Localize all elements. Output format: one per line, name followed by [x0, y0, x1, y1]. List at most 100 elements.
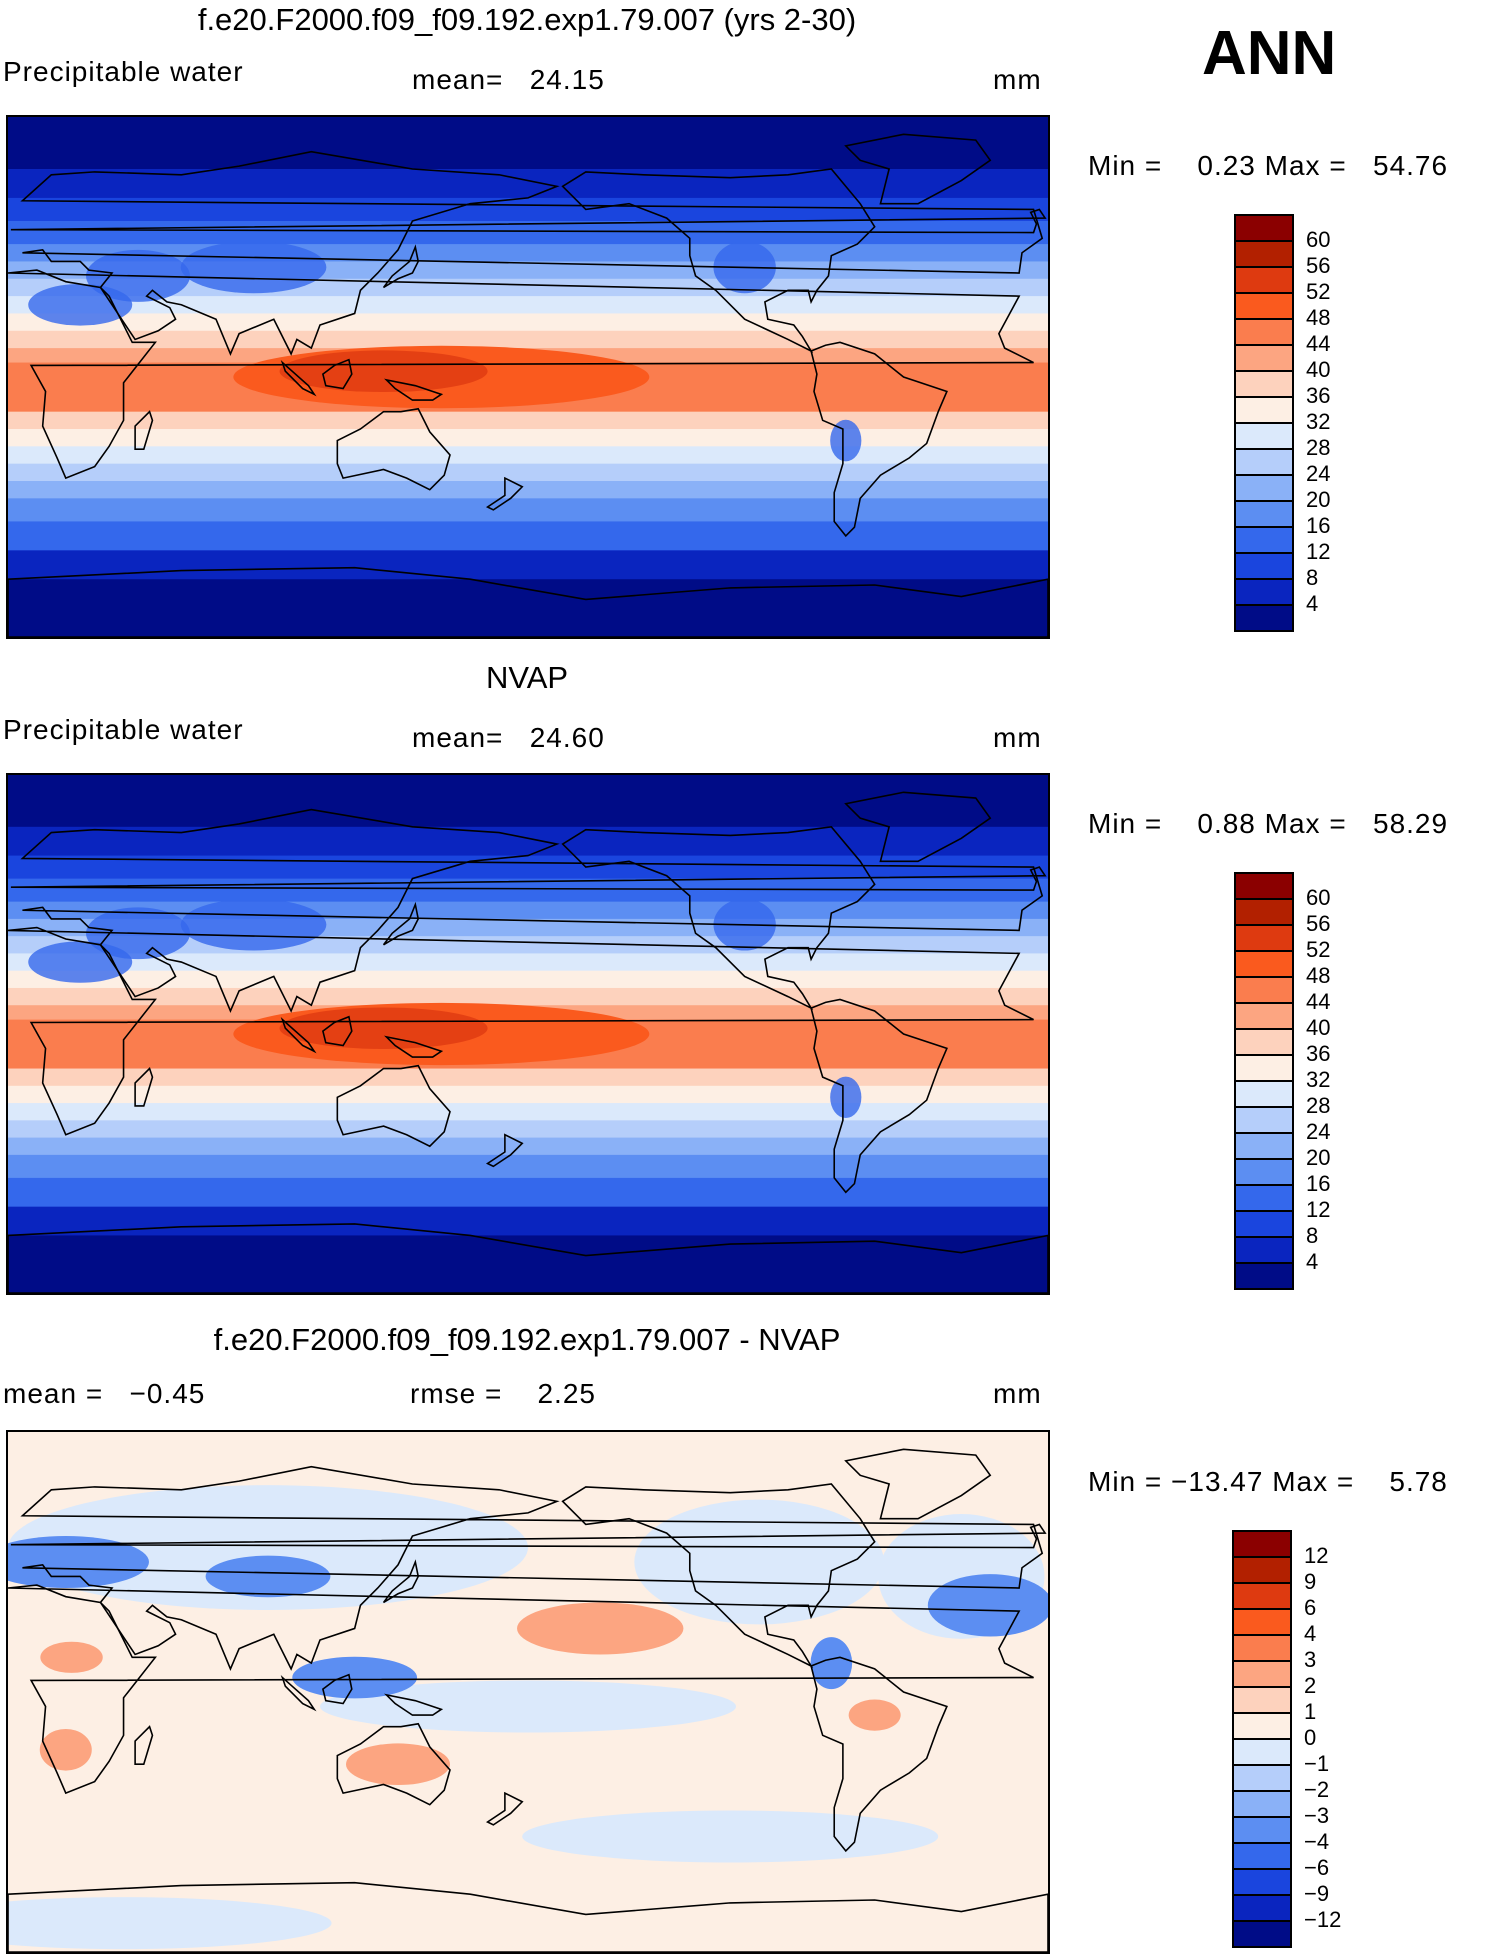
colorbar-box	[1234, 1054, 1294, 1082]
colorbar-level-label: 16	[1306, 513, 1331, 538]
colorbar-box	[1232, 1764, 1292, 1792]
map-canvas	[8, 117, 1048, 637]
colorbar-level-label: 0	[1304, 1725, 1317, 1750]
colorbar-level-label: 36	[1306, 383, 1331, 408]
colorbar-level-label: 12	[1306, 539, 1331, 564]
colorbar-box	[1234, 1132, 1294, 1160]
colorbar-box	[1234, 448, 1294, 476]
season-label: ANN	[1202, 19, 1337, 88]
colorbar-level-label: 32	[1306, 1067, 1331, 1092]
colorbar-level-label: −9	[1304, 1881, 1330, 1906]
colorbar-box	[1234, 898, 1294, 926]
colorbar-box	[1234, 266, 1294, 294]
colorbar-box	[1234, 552, 1294, 580]
colorbar-level-label: −4	[1304, 1829, 1330, 1854]
panel-2-minmax: Min = 0.88 Max = 58.29	[1088, 808, 1449, 839]
panel-1-map	[6, 115, 1050, 639]
colorbar-level-label: 4	[1306, 591, 1319, 616]
colorbar-level-label: 52	[1306, 279, 1331, 304]
colorbar-level-label: 36	[1306, 1041, 1331, 1066]
colorbar-level-label: 4	[1304, 1621, 1317, 1646]
colorbar-level-label: 52	[1306, 937, 1331, 962]
colorbar-level-label: −3	[1304, 1803, 1330, 1828]
map-canvas	[8, 775, 1048, 1293]
colorbar-box	[1234, 214, 1294, 242]
colorbar-level-label: 56	[1306, 253, 1331, 278]
colorbar-box	[1234, 1080, 1294, 1108]
colorbar-box	[1232, 1842, 1292, 1870]
colorbar-level-label: −2	[1304, 1777, 1330, 1802]
colorbar-level-label: 28	[1306, 1093, 1331, 1118]
colorbar-level-label: 48	[1306, 305, 1331, 330]
colorbar-box	[1234, 604, 1294, 632]
colorbar-box	[1234, 1210, 1294, 1238]
panel-1-variable: Precipitable water	[3, 56, 244, 87]
colorbar-level-label: −12	[1304, 1907, 1342, 1932]
colorbar-box	[1234, 924, 1294, 952]
colorbar-level-label: 56	[1306, 911, 1331, 936]
colorbar-level-label: 1	[1304, 1699, 1317, 1724]
panel-1-units: mm	[993, 64, 1042, 95]
panel-2-title: NVAP	[485, 660, 569, 695]
panel-3-map	[6, 1430, 1050, 1954]
colorbar-box	[1234, 422, 1294, 450]
colorbar-box	[1232, 1894, 1292, 1922]
colorbar-box	[1234, 344, 1294, 372]
panel-2-map	[6, 773, 1050, 1295]
colorbar-level-label: 3	[1304, 1647, 1317, 1672]
colorbar-level-label: 2	[1304, 1673, 1317, 1698]
colorbar-box	[1234, 370, 1294, 398]
colorbar-level-label: 20	[1306, 1145, 1331, 1170]
panel-2-variable: Precipitable water	[3, 714, 244, 745]
colorbar-box	[1234, 1236, 1294, 1264]
colorbar-level-label: 44	[1306, 331, 1331, 356]
colorbar-box	[1234, 292, 1294, 320]
colorbar-box	[1232, 1868, 1292, 1896]
panel-2-units: mm	[993, 722, 1042, 753]
colorbar-box	[1232, 1660, 1292, 1688]
colorbar-box	[1234, 578, 1294, 606]
colorbar-box	[1234, 976, 1294, 1004]
colorbar-box	[1234, 1158, 1294, 1186]
colorbar-box	[1234, 1002, 1294, 1030]
colorbar-box	[1234, 1028, 1294, 1056]
colorbar-level-label: −6	[1304, 1855, 1330, 1880]
colorbar-level-label: 6	[1304, 1595, 1317, 1620]
colorbar-box	[1232, 1686, 1292, 1714]
colorbar-box	[1234, 396, 1294, 424]
colorbar-level-label: 60	[1306, 227, 1331, 252]
colorbar-level-label: 9	[1304, 1569, 1317, 1594]
colorbar-box	[1232, 1790, 1292, 1818]
panel-3-rmse: rmse = 2.25	[410, 1378, 596, 1409]
colorbar-level-label: 40	[1306, 1015, 1331, 1040]
colorbar-level-label: 24	[1306, 1119, 1331, 1144]
colorbar-level-label: 24	[1306, 461, 1331, 486]
colorbar-box	[1232, 1582, 1292, 1610]
colorbar-level-label: −1	[1304, 1751, 1330, 1776]
colorbar-box	[1234, 500, 1294, 528]
colorbar-box	[1232, 1608, 1292, 1636]
colorbar-level-label: 8	[1306, 565, 1319, 590]
colorbar-level-label: 44	[1306, 989, 1331, 1014]
colorbar-box	[1234, 240, 1294, 268]
colorbar-box	[1234, 1184, 1294, 1212]
colorbar-level-label: 28	[1306, 435, 1331, 460]
panel-1-mean: mean= 24.15	[412, 64, 605, 95]
panel-3-mean: mean = −0.45	[3, 1378, 206, 1409]
colorbar-box	[1234, 1262, 1294, 1290]
colorbar-box	[1232, 1816, 1292, 1844]
colorbar-box	[1234, 1106, 1294, 1134]
colorbar-box	[1234, 526, 1294, 554]
colorbar-box	[1232, 1738, 1292, 1766]
panel-1-title: f.e20.F2000.f09_f09.192.exp1.79.007 (yrs…	[197, 2, 857, 37]
colorbar-box	[1232, 1634, 1292, 1662]
panel-3-title: f.e20.F2000.f09_f09.192.exp1.79.007 - NV…	[213, 1322, 841, 1357]
panel-3-minmax: Min = −13.47 Max = 5.78	[1088, 1466, 1448, 1497]
colorbar-level-label: 60	[1306, 885, 1331, 910]
colorbar-level-label: 32	[1306, 409, 1331, 434]
colorbar-level-label: 4	[1306, 1249, 1319, 1274]
colorbar-level-label: 40	[1306, 357, 1331, 382]
panel-3-units: mm	[993, 1378, 1042, 1409]
colorbar-box	[1232, 1712, 1292, 1740]
colorbar-box	[1234, 474, 1294, 502]
